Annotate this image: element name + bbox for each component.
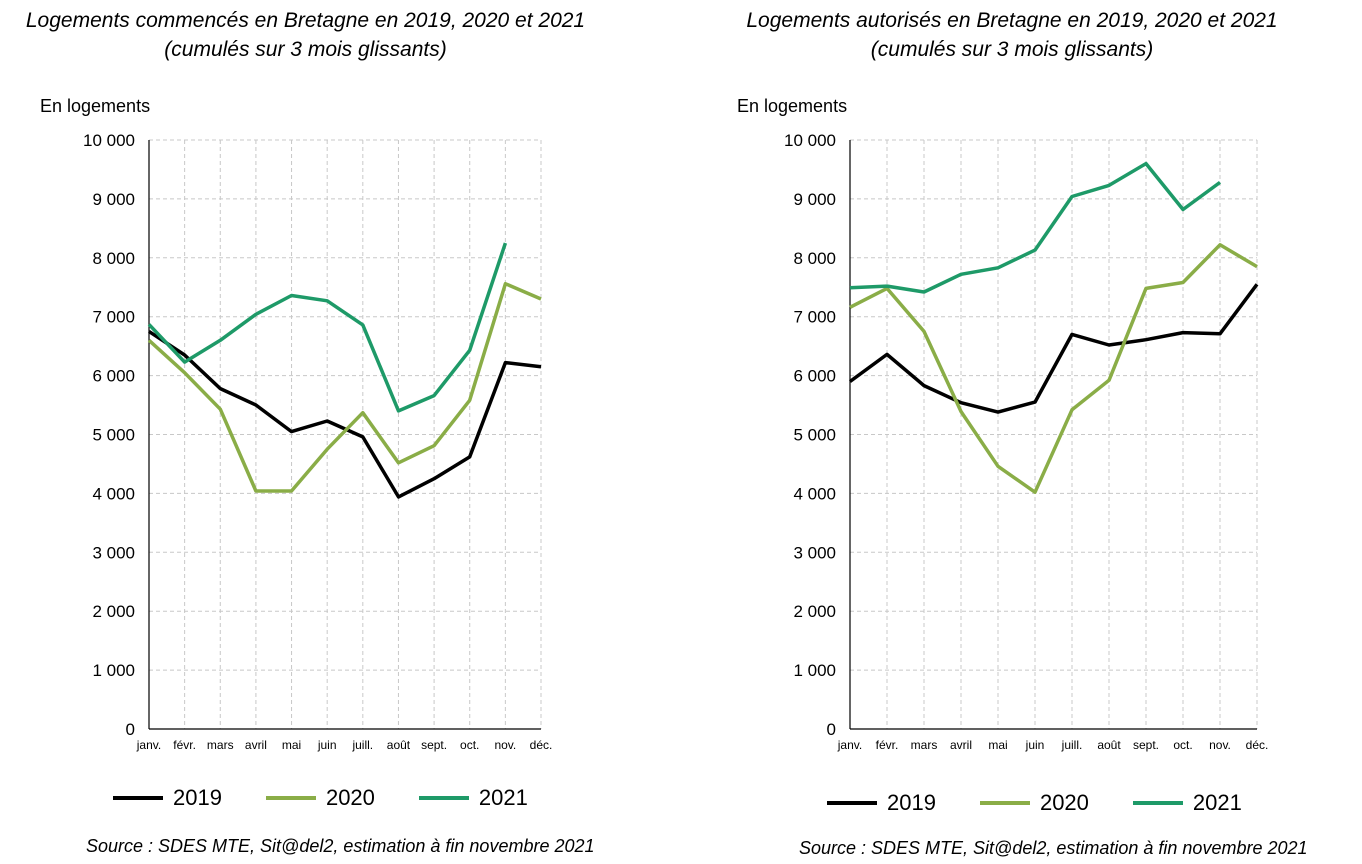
y-tick-label: 6 000 [793, 367, 836, 386]
y-tick-label: 5 000 [92, 426, 135, 445]
x-tick-label: mars [911, 738, 938, 752]
line-chart: 0 1 000 2 000 3 000 4 000 5 000 6 000 7 000 8 00… [83, 131, 553, 752]
y-tick-label: 0 [126, 720, 135, 739]
chart-legend: 2019 2020 2021 [827, 790, 1242, 816]
x-tick-label: sept. [421, 738, 447, 752]
legend-item-2020: 2020 [265, 785, 375, 811]
x-tick-label: nov. [1209, 738, 1231, 752]
y-tick-label: 4 000 [793, 484, 836, 503]
series-line-2021 [147, 242, 508, 413]
x-tick-label: déc. [530, 738, 553, 752]
chart-panel-commences: Logements commencés en Bretagne en 2019,… [0, 6, 611, 856]
y-tick-label: 10 000 [83, 131, 135, 150]
series-line-2021 [849, 161, 1222, 294]
chart-title-main: Logements autorisés en Bretagne en 2019,… [746, 9, 1278, 32]
legend-swatch-2019 [113, 796, 163, 800]
y-tick-label: 9 000 [92, 190, 135, 209]
legend-item-2021: 2021 [418, 785, 528, 811]
y-tick-label: 5 000 [793, 426, 836, 445]
x-tick-label: févr. [876, 738, 899, 752]
chart-legend: 2019 2020 2021 [113, 785, 528, 811]
series-line-2020 [849, 243, 1258, 494]
x-tick-label: avril [950, 738, 972, 752]
x-tick-label: oct. [1173, 738, 1192, 752]
y-tick-label: 1 000 [793, 661, 836, 680]
legend-item-2019: 2019 [113, 785, 222, 811]
legend-swatch-2020 [265, 796, 316, 800]
x-tick-label: août [387, 738, 411, 752]
y-tick-label: 9 000 [793, 190, 836, 209]
x-tick-label: juin [1025, 738, 1045, 752]
y-tick-label: 4 000 [92, 484, 135, 503]
legend-swatch-2019 [827, 801, 877, 805]
legend-label-2020: 2020 [325, 785, 375, 810]
legend-swatch-2021 [1132, 801, 1183, 805]
legend-label-2021: 2021 [1192, 790, 1242, 815]
legend-item-2020: 2020 [979, 790, 1089, 816]
chart-subtitle: (cumulés sur 3 mois glissants) [870, 38, 1154, 61]
x-tick-label: janv. [837, 738, 862, 752]
x-tick-label: juill. [1061, 738, 1083, 752]
chart-subtitle: (cumulés sur 3 mois glissants) [164, 38, 447, 61]
legend-label-2021: 2021 [478, 785, 528, 810]
series-line-2019 [848, 283, 1259, 414]
legend-swatch-2020 [979, 801, 1030, 805]
legend-label-2019: 2019 [887, 790, 936, 815]
x-tick-label: mai [282, 738, 301, 752]
legend-label-2019: 2019 [173, 785, 222, 810]
source-note: Source : SDES MTE, Sit@del2, estimation … [86, 836, 595, 856]
source-note: Source : SDES MTE, Sit@del2, estimation … [799, 838, 1308, 858]
chart-title: Logements commencés en Bretagne en 2019,… [0, 6, 611, 64]
y-tick-label: 10 000 [784, 131, 836, 150]
x-tick-label: févr. [173, 738, 196, 752]
y-tick-label: 8 000 [793, 249, 836, 268]
y-tick-label: 7 000 [793, 308, 836, 327]
series-line-2020 [147, 281, 542, 493]
x-tick-label: nov. [494, 738, 516, 752]
y-axis-unit-label: En logements [737, 96, 848, 116]
y-tick-label: 7 000 [92, 308, 135, 327]
legend-label-2020: 2020 [1039, 790, 1089, 815]
y-tick-label: 2 000 [92, 602, 135, 621]
y-axis-unit-label: En logements [40, 96, 151, 116]
x-tick-label: oct. [460, 738, 479, 752]
chart-panel-autorises: Logements autorisés en Bretagne en 2019,… [681, 0, 1362, 864]
y-tick-label: 0 [827, 720, 836, 739]
y-tick-label: 2 000 [793, 602, 836, 621]
x-tick-label: août [1097, 738, 1121, 752]
chart-title-main: Logements commencés en Bretagne en 2019,… [25, 9, 586, 32]
x-tick-label: mars [207, 738, 234, 752]
x-tick-label: déc. [1246, 738, 1269, 752]
legend-item-2019: 2019 [827, 790, 936, 816]
x-tick-label: juin [317, 738, 337, 752]
y-tick-label: 3 000 [92, 543, 135, 562]
x-tick-label: sept. [1133, 738, 1159, 752]
y-tick-label: 8 000 [92, 249, 135, 268]
y-tick-label: 3 000 [793, 543, 836, 562]
line-chart: 0 1 000 2 000 3 000 4 000 5 000 6 000 7 000 8 00… [784, 131, 1269, 752]
chart-title: Logements autorisés en Bretagne en 2019,… [681, 6, 1343, 64]
y-tick-label: 6 000 [92, 367, 135, 386]
legend-swatch-2021 [418, 796, 469, 800]
y-tick-label: 1 000 [92, 661, 135, 680]
x-tick-label: janv. [136, 738, 161, 752]
x-tick-label: avril [245, 738, 267, 752]
x-tick-label: mai [988, 738, 1007, 752]
legend-item-2021: 2021 [1132, 790, 1242, 816]
x-tick-label: juill. [351, 738, 373, 752]
